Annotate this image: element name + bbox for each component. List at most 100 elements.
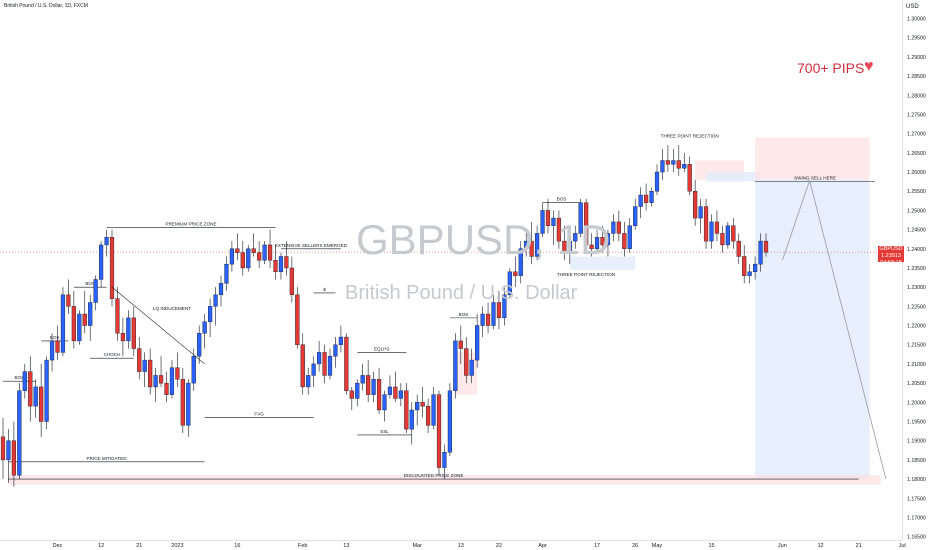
candle-body	[229, 248, 234, 265]
candle-body	[175, 367, 180, 380]
price-axis-tick: 1.20000	[907, 400, 926, 406]
price-axis-tick: 1.18500	[907, 458, 926, 464]
candle-body	[82, 313, 87, 326]
candle-body	[142, 359, 147, 372]
candle-body	[551, 217, 556, 226]
candle-body	[567, 240, 572, 253]
candle-body	[235, 248, 240, 253]
time-axis-tick: Mar	[412, 543, 422, 549]
last-price-tag: GBPUSD 1.23913 04:58:18	[878, 246, 904, 266]
candle-body	[736, 240, 741, 257]
candle-body	[311, 363, 316, 376]
lq-inducement-label: LQ INDUCEMENT	[153, 306, 191, 311]
candle-body	[447, 390, 452, 453]
candle-body	[28, 371, 33, 407]
candle-body	[616, 221, 621, 234]
time-axis-tick: 2023	[171, 543, 183, 549]
candle-body	[164, 382, 169, 395]
candle-body	[763, 240, 769, 253]
candle-body	[687, 164, 692, 192]
candle-body	[376, 379, 382, 411]
candle-body	[55, 340, 60, 353]
candle-body	[191, 356, 196, 384]
level-label: BOS	[14, 375, 24, 380]
candle-body	[415, 402, 420, 411]
price-axis-tick: 1.19000	[907, 439, 926, 445]
candle-body	[240, 252, 245, 269]
candle-body	[0, 436, 6, 461]
candle-body	[426, 405, 431, 426]
candle-body	[338, 336, 343, 345]
candle-body	[594, 237, 600, 249]
candle-body	[349, 390, 354, 399]
candle-body	[584, 202, 589, 246]
time-axis-tick: Dec	[53, 543, 63, 549]
price-axis-tick: 1.17000	[907, 515, 926, 521]
candle-body	[535, 233, 540, 257]
chart-title: British Pound / U.S. Dollar, 1D, FXCM	[4, 3, 88, 9]
candle-body	[306, 375, 311, 388]
candle-body	[327, 356, 333, 376]
candle-body	[88, 302, 93, 326]
price-axis-tick: 1.23000	[907, 285, 926, 291]
candle-body	[458, 340, 463, 349]
price-axis-tick: 1.16500	[907, 535, 926, 541]
candle-body	[39, 386, 44, 422]
zone-demand	[755, 179, 870, 480]
candle-body	[404, 390, 409, 430]
candle-body	[442, 451, 447, 468]
candle-body	[682, 164, 687, 169]
time-axis-tick: 12	[98, 543, 104, 549]
candle-body	[333, 344, 338, 357]
candle-body	[77, 313, 82, 342]
candle-body	[562, 240, 567, 253]
candle-body	[218, 283, 224, 296]
zone-demand	[569, 256, 636, 270]
candle-body	[720, 233, 725, 246]
candle-body	[660, 160, 665, 173]
price-axis-tick: 1.27000	[907, 132, 926, 138]
candle-body	[126, 317, 131, 342]
candle-body	[698, 206, 703, 219]
price-axis-tick: 1.25500	[907, 189, 926, 195]
price-axis-tick: 1.24000	[907, 247, 926, 253]
candle-body	[453, 340, 458, 391]
level-label: CHOCH	[104, 352, 121, 357]
candle-body	[393, 386, 398, 399]
time-axis-tick: 12	[817, 543, 823, 549]
level-label: PREMIUM PRICE ZONE	[166, 222, 217, 227]
candle-body	[496, 302, 502, 319]
candle-body	[120, 333, 125, 342]
three-point-rejection-bottom: THREE POINT REJECTION	[557, 272, 615, 277]
projection-path	[781, 179, 887, 480]
candle-body	[153, 375, 158, 388]
candle-body	[747, 271, 752, 276]
candle-body	[295, 294, 300, 345]
candle-body	[524, 240, 529, 249]
candle-body	[382, 394, 387, 411]
candle-body	[573, 233, 578, 242]
time-axis-tick: Feb	[298, 543, 307, 549]
last-price-countdown: 04:58:18	[880, 260, 902, 266]
candle-body	[676, 160, 681, 169]
candle-body	[480, 313, 485, 326]
candle-body	[22, 371, 27, 391]
candle-body	[278, 256, 284, 273]
price-axis-tick: 1.25000	[907, 208, 926, 214]
price-axis-tick: 1.21000	[907, 362, 926, 368]
candle-body	[98, 244, 104, 280]
price-axis-tick: 1.29000	[907, 55, 926, 61]
price-axis-tick: 1.19500	[907, 419, 926, 425]
candle-body	[44, 359, 49, 422]
price-axis-tick: 1.29500	[907, 36, 926, 42]
time-axis-tick: May	[652, 543, 663, 549]
candle-body	[507, 271, 512, 296]
time-axis-tick: Jul	[899, 543, 906, 549]
price-axis-tick: 1.26000	[907, 170, 926, 176]
zone-discount	[8, 475, 881, 485]
candle-body	[322, 352, 327, 376]
level-label: EXTENSIVE SELLERS EMERGED	[275, 243, 348, 248]
candle-body	[703, 206, 709, 242]
level-label: PRICE MITIGATED	[87, 456, 128, 461]
